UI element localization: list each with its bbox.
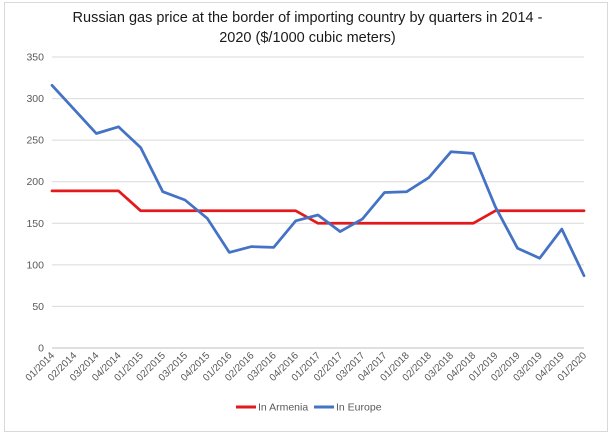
y-tick-label: 0 [38,343,44,355]
y-tick-label: 300 [26,93,44,105]
series-line-in-europe [50,83,586,278]
chart-title-line-1: Russian gas price at the border of impor… [72,10,543,26]
legend: In Armenia In Europe [236,402,382,414]
chart-title-line-2: 2020 ($/1000 cubic meters) [219,30,396,46]
y-tick-label: 250 [26,135,44,147]
legend-label: In Europe [336,402,382,414]
y-tick-label: 150 [26,218,44,230]
legend-label: In Armenia [258,402,308,414]
series-line-in-armenia [50,189,586,225]
chart-title: Russian gas price at the border of impor… [0,8,615,48]
y-tick-label: 200 [26,176,44,188]
series-lines [50,83,586,278]
y-axis-ticks: 0 50 100 150 200 250 300 350 [26,52,44,355]
x-axis-ticks: 01/201402/201403/201404/201401/201502/20… [24,350,590,384]
y-tick-label: 100 [26,259,44,271]
y-tick-label: 350 [26,52,44,64]
y-tick-label: 50 [32,301,44,313]
